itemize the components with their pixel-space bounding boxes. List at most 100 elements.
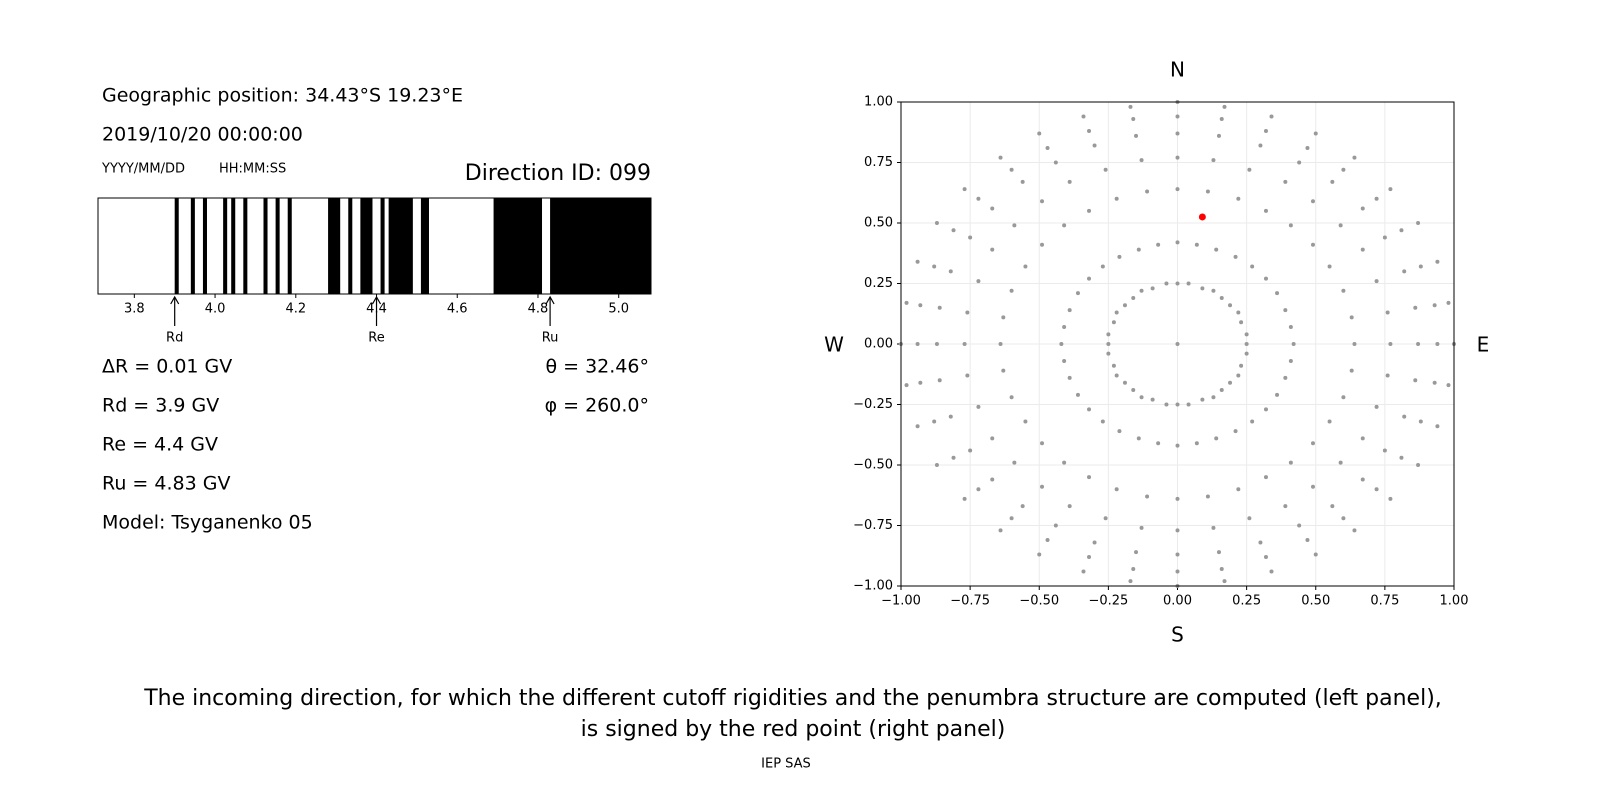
direction-point: [976, 404, 981, 409]
direction-point: [1388, 187, 1393, 192]
direction-point: [1250, 419, 1255, 424]
y-tick-label: −0.75: [853, 518, 893, 533]
direction-point: [965, 310, 970, 315]
direction-point: [1211, 288, 1216, 293]
direction-point: [1092, 143, 1097, 148]
direction-point: [1175, 187, 1180, 192]
direction-point: [1236, 310, 1241, 315]
direction-point: [998, 528, 1003, 533]
direction-point: [1075, 392, 1080, 397]
direction-point: [998, 342, 1003, 346]
direction-point: [1134, 133, 1139, 138]
penumbra-band: [380, 198, 385, 294]
direction-point: [1244, 351, 1249, 356]
penumbra-band: [263, 198, 268, 294]
direction-point: [1040, 441, 1045, 446]
direction-point: [915, 424, 920, 429]
direction-point: [1239, 363, 1244, 368]
direction-point: [1435, 342, 1440, 346]
direction-point: [1385, 310, 1390, 315]
direction-point: [1122, 380, 1127, 385]
direction-point: [962, 187, 967, 192]
direction-point: [1081, 114, 1086, 119]
penumbra-band: [420, 198, 429, 294]
direction-point: [1269, 569, 1274, 574]
direction-point: [1023, 264, 1028, 269]
direction-point: [1416, 342, 1421, 346]
direction-point: [976, 487, 981, 492]
direction-point: [1263, 475, 1268, 480]
direction-point: [1020, 179, 1025, 184]
direction-point: [1236, 373, 1241, 378]
direction-point: [990, 477, 995, 482]
x-tick-label: 0.25: [1232, 594, 1261, 609]
direction-point: [1402, 414, 1407, 419]
direction-point: [937, 305, 942, 310]
y-tick-label: −0.50: [853, 458, 893, 473]
compass-label: N: [1170, 58, 1185, 82]
x-tick-label: 3.8: [124, 302, 145, 317]
direction-point: [1269, 114, 1274, 119]
compass-label: E: [1477, 333, 1490, 357]
direction-point: [1122, 303, 1127, 308]
direction-point: [1222, 579, 1227, 584]
direction-point: [1067, 375, 1072, 380]
direction-point: [1247, 167, 1252, 172]
direction-point: [1128, 579, 1133, 584]
penumbra-band: [223, 198, 228, 294]
direction-point: [1435, 259, 1440, 264]
direction-point: [1244, 342, 1249, 346]
direction-point: [1416, 221, 1421, 225]
direction-point: [1012, 223, 1017, 228]
penumbra-band: [388, 198, 413, 294]
direction-point: [1175, 155, 1180, 160]
x-tick-label: 5.0: [608, 302, 629, 317]
direction-point: [1219, 296, 1224, 301]
angle: θ = 32.46°: [545, 356, 649, 378]
direction-point: [1114, 487, 1119, 492]
direction-point: [1009, 288, 1014, 293]
direction-point: [1103, 516, 1108, 521]
direction-point: [1198, 213, 1206, 221]
x-tick-label: 4.6: [447, 302, 468, 317]
direction-point: [1399, 455, 1404, 460]
parameter: Ru = 4.83 GV: [102, 473, 230, 495]
direction-point: [1382, 235, 1387, 240]
direction-point: [1388, 496, 1393, 501]
direction-point: [1087, 276, 1092, 281]
direction-point: [1103, 167, 1108, 172]
direction-point: [1310, 441, 1315, 446]
direction-point: [1236, 196, 1241, 201]
direction-point: [1413, 378, 1418, 383]
penumbra-band: [174, 198, 179, 294]
direction-point: [990, 247, 995, 252]
direction-point: [1250, 264, 1255, 269]
direction-point: [1164, 281, 1169, 286]
direction-point: [1219, 387, 1224, 392]
direction-point: [1128, 104, 1133, 109]
penumbra-band: [231, 198, 236, 294]
direction-point: [968, 235, 973, 240]
direction-point: [1139, 158, 1144, 163]
direction-point: [1139, 395, 1144, 400]
direction-point: [1313, 131, 1318, 136]
direction-point: [1349, 368, 1354, 373]
direction-point: [1145, 189, 1150, 194]
direction-point: [1239, 320, 1244, 325]
direction-point: [1150, 286, 1155, 291]
caption: The incoming direction, for which the di…: [143, 686, 1442, 711]
direction-point: [998, 155, 1003, 160]
direction-point: [1117, 429, 1122, 434]
direction-point: [1040, 199, 1045, 204]
x-tick-label: 4.0: [205, 302, 226, 317]
direction-point: [951, 228, 956, 233]
direction-point: [1009, 167, 1014, 172]
direction-point: [1037, 131, 1042, 136]
direction-point: [1288, 223, 1293, 228]
direction-point: [1341, 167, 1346, 172]
direction-point: [1009, 516, 1014, 521]
direction-point: [1352, 155, 1357, 160]
direction-point: [1222, 104, 1227, 109]
direction-point: [1175, 402, 1180, 407]
